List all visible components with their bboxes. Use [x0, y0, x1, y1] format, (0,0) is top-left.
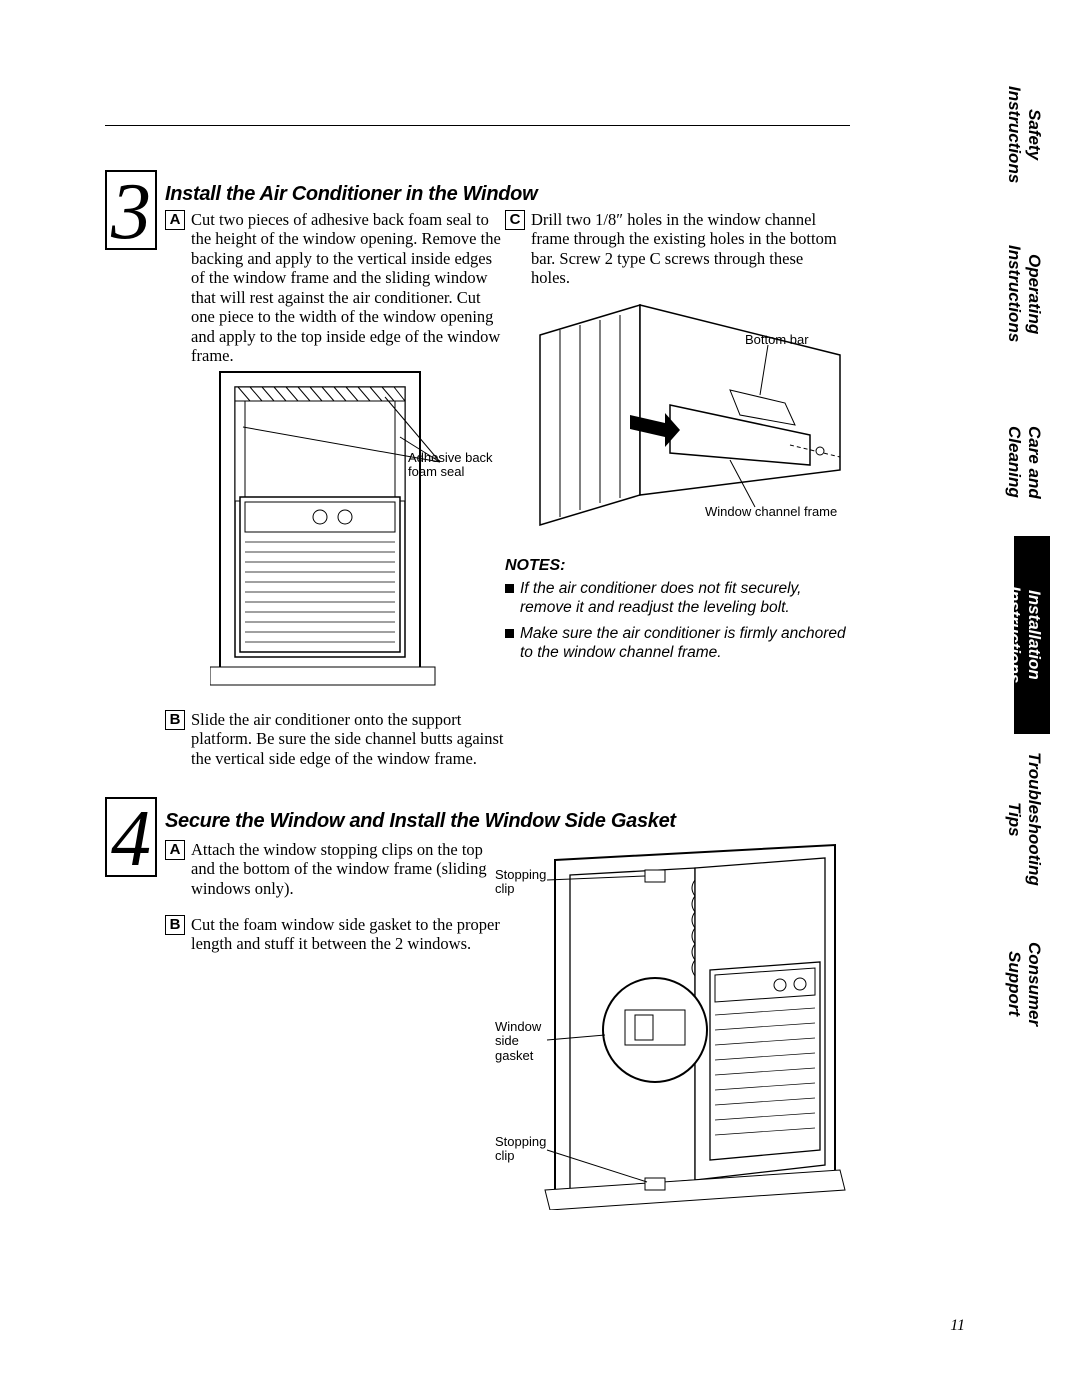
letter-box-B: B — [165, 710, 185, 730]
step4-B-text: Cut the foam window side gasket to the p… — [191, 915, 505, 954]
side-tabs: Safety Instructions Operating Instructio… — [1014, 70, 1050, 1165]
figure-3A: Adhesive back foam seal — [210, 367, 505, 692]
page-content: 3 Install the Air Conditioner in the Win… — [105, 65, 965, 1335]
tab-care: Care and Cleaning — [1014, 388, 1050, 536]
step3-B-text: Slide the air conditioner onto the suppo… — [191, 710, 505, 768]
step3-B: B Slide the air conditioner onto the sup… — [165, 710, 505, 768]
step4-A: A Attach the window stopping clips on th… — [165, 840, 505, 898]
fig3C-label-bottom: Window channel frame — [705, 505, 837, 519]
step-number-3: 3 — [105, 170, 157, 250]
fig4-label-gasket: Window side gasket — [495, 1020, 550, 1063]
letter-box-4B: B — [165, 915, 185, 935]
letter-box-C: C — [505, 210, 525, 230]
step3-title: Install the Air Conditioner in the Windo… — [165, 183, 537, 206]
page-number: 11 — [950, 1317, 965, 1335]
tab-safety: Safety Instructions — [1014, 70, 1050, 200]
letter-box-4A: A — [165, 840, 185, 860]
step3-A-text: Cut two pieces of adhesive back foam sea… — [191, 210, 505, 366]
fig4-label-stop-top: Stopping clip — [495, 868, 550, 897]
figure-3C: Bottom bar Window channel frame — [520, 295, 850, 545]
step4-title: Secure the Window and Install the Window… — [165, 810, 676, 833]
bullet-icon — [505, 584, 514, 593]
note-2: Make sure the air conditioner is firmly … — [505, 625, 850, 662]
divider — [105, 125, 850, 126]
notes-heading: NOTES: — [505, 557, 565, 575]
tab-installation: Installation Instructions — [1014, 536, 1050, 734]
step3-A: A Cut two pieces of adhesive back foam s… — [165, 210, 505, 366]
fig3A-label: Adhesive back foam seal — [408, 451, 493, 480]
step-number-4: 4 — [105, 797, 157, 877]
figure-4: Stopping clip Window side gasket Stoppin… — [495, 840, 850, 1210]
letter-box-A: A — [165, 210, 185, 230]
bullet-icon — [505, 629, 514, 638]
tab-consumer: Consumer Support — [1014, 904, 1050, 1064]
fig3C-label-top: Bottom bar — [745, 333, 809, 347]
note-1: If the air conditioner does not fit secu… — [505, 580, 850, 617]
note2-text: Make sure the air conditioner is firmly … — [520, 625, 850, 662]
step3-C-text: Drill two 1/8″ holes in the window chann… — [531, 210, 845, 288]
step4-A-text: Attach the window stopping clips on the … — [191, 840, 505, 898]
tab-operating: Operating Instructions — [1014, 200, 1050, 388]
step3-C: C Drill two 1/8″ holes in the window cha… — [505, 210, 845, 288]
note1-text: If the air conditioner does not fit secu… — [520, 580, 850, 617]
fig4-label-stop-bottom: Stopping clip — [495, 1135, 550, 1164]
tab-troubleshooting: Troubleshooting Tips — [1014, 734, 1050, 904]
step4-B: B Cut the foam window side gasket to the… — [165, 915, 505, 954]
